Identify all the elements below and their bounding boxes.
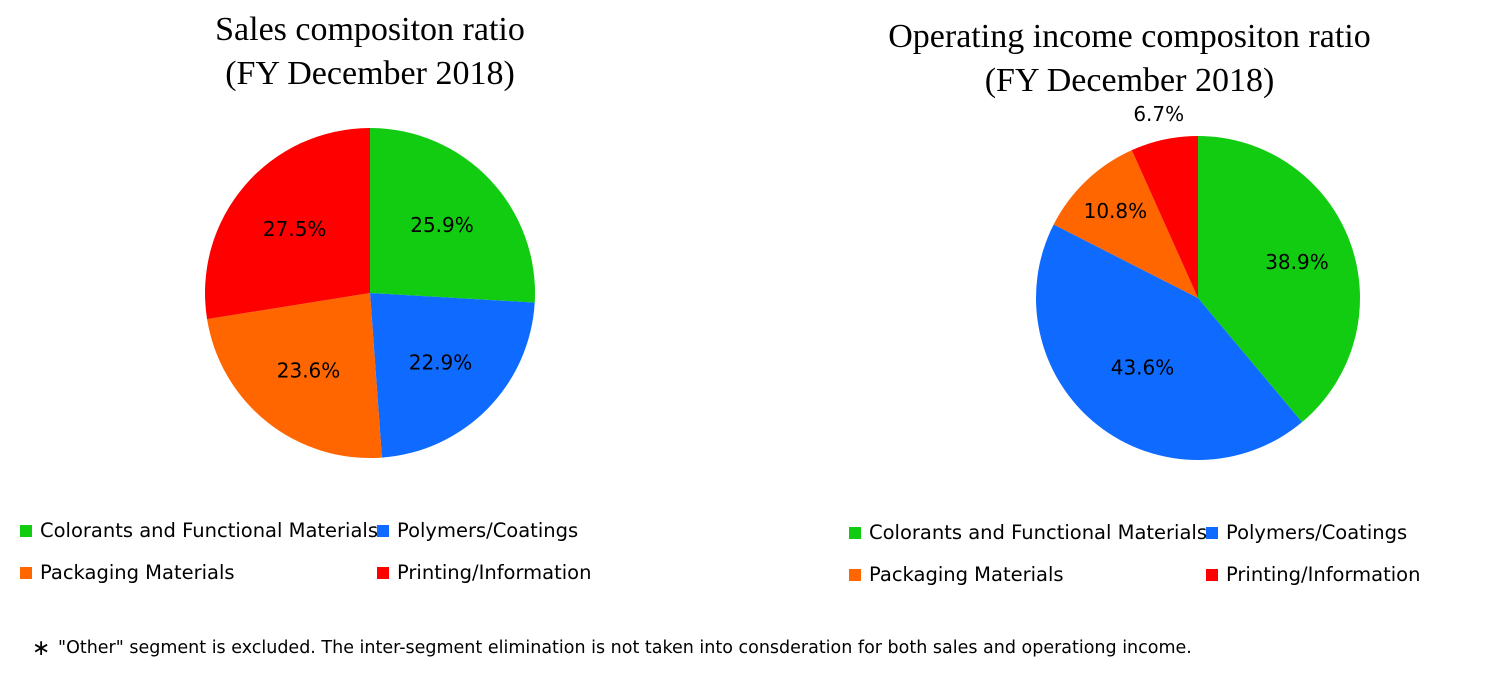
operating-income-composition-chart: Operating income compositon ratio (FY De… (760, 0, 1499, 610)
chart-title-line-1: Operating income compositon ratio (888, 18, 1371, 55)
chart-title-line-2: (FY December 2018) (984, 62, 1275, 99)
legend-label: Printing/Information (1226, 563, 1421, 586)
pie-chart: 25.9% 22.9% 23.6% 27.5% (205, 128, 535, 459)
pie-slice-colorants-and-functional-materials (370, 128, 535, 303)
sales-composition-chart: Sales compositon ratio (FY December 2018… (0, 0, 740, 610)
legend-item-polymers: Polymers/Coatings (377, 519, 578, 542)
pie-slice-printing-information (205, 128, 370, 320)
footnote-asterisk: ∗ (32, 636, 51, 661)
legend-swatch (377, 524, 389, 537)
data-label: 43.6% (1111, 356, 1175, 380)
legend-item-polymers: Polymers/Coatings (1206, 521, 1407, 544)
legend-item-packaging: Packaging Materials (20, 561, 235, 584)
chart-title-line-1: Sales compositon ratio (215, 11, 525, 48)
chart-title: Operating income compositon ratio (FY De… (760, 15, 1499, 103)
legend-swatch (20, 524, 32, 537)
pie-slice-polymers-coatings (370, 293, 535, 458)
legend-label: Printing/Information (397, 561, 592, 584)
legend-item-packaging: Packaging Materials (849, 563, 1064, 586)
chart-title: Sales compositon ratio (FY December 2018… (0, 8, 740, 96)
legend-item-printing: Printing/Information (377, 561, 591, 584)
legend-item-colorants: Colorants and Functional Materials (849, 521, 1207, 544)
legend-label: Colorants and Functional Materials (40, 519, 378, 542)
pie-slice-polymers-coatings (1036, 224, 1303, 461)
legend-swatch (849, 568, 861, 581)
legend-swatch (20, 566, 32, 579)
legend-item-colorants: Colorants and Functional Materials (20, 519, 378, 542)
pie-slice-colorants-and-functional-materials (1198, 136, 1360, 423)
data-label: 27.5% (263, 217, 327, 241)
legend-label: Polymers/Coatings (1226, 521, 1408, 544)
data-label: 6.7% (1133, 102, 1184, 126)
data-label: 38.9% (1265, 250, 1329, 274)
legend-label: Colorants and Functional Materials (869, 521, 1207, 544)
data-label: 10.8% (1084, 199, 1148, 223)
legend-item-printing: Printing/Information (1206, 563, 1420, 586)
legend-swatch (849, 526, 861, 539)
data-label: 25.9% (410, 213, 474, 237)
data-label: 22.9% (409, 351, 473, 375)
legend-label: Packaging Materials (40, 561, 235, 584)
footnote-text: "Other" segment is excluded. The inter-s… (58, 638, 1192, 658)
footnote: ∗ "Other" segment is excluded. The inter… (32, 636, 1192, 661)
legend-swatch (1206, 526, 1218, 539)
legend-label: Polymers/Coatings (397, 519, 579, 542)
pie-chart: 38.9% 43.6% 10.8% 6.7% (1036, 102, 1360, 461)
data-label: 23.6% (277, 359, 341, 383)
legend-swatch (1206, 568, 1218, 581)
legend-label: Packaging Materials (869, 563, 1064, 586)
chart-title-line-2: (FY December 2018) (225, 55, 515, 92)
pie-slice-packaging-materials (1053, 150, 1198, 298)
pie-slice-packaging-materials (207, 293, 382, 459)
legend-swatch (377, 566, 389, 579)
pie-slice-printing-information (1131, 136, 1198, 298)
